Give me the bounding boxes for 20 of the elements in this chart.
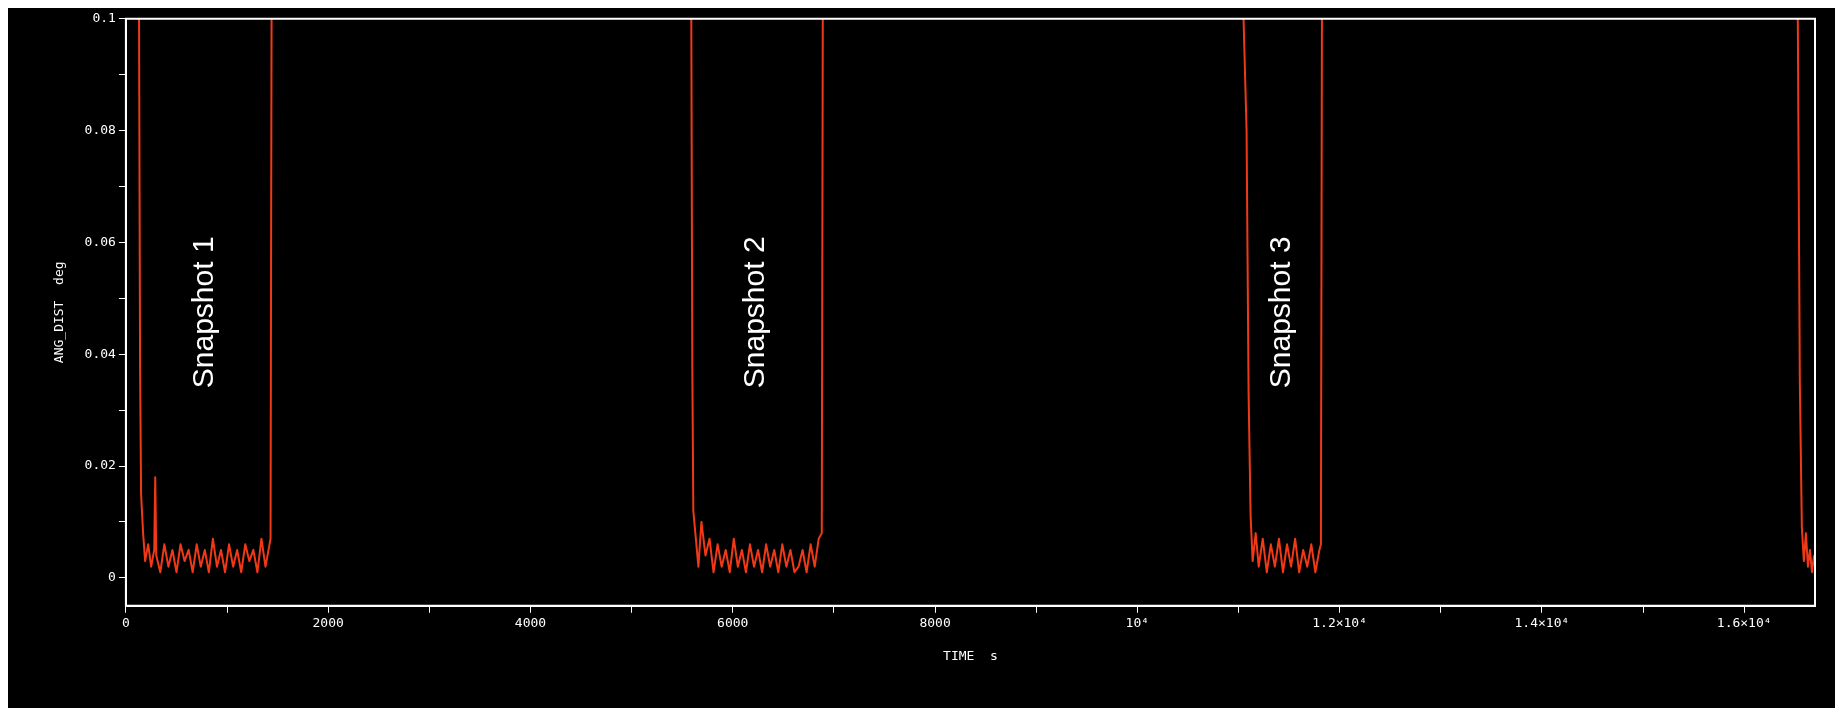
x-tick-label: 1.4×10⁴	[1514, 614, 1570, 630]
annotation: Snapshot 3	[1262, 236, 1296, 389]
annotation: Snapshot 2	[737, 236, 771, 389]
y-tick-label: 0	[108, 569, 116, 585]
y-tick-label: 0.02	[84, 457, 116, 473]
x-axis-title: TIME s	[943, 647, 998, 663]
y-tick-label: 0.06	[84, 233, 116, 249]
x-tick-label: 2000	[312, 614, 344, 630]
y-tick-label: 0.08	[84, 121, 116, 137]
x-tick-label: 4000	[514, 614, 547, 630]
x-tick-label: 1.6×10⁴	[1716, 614, 1772, 630]
annotation: Snapshot 1	[185, 236, 219, 389]
y-axis-title: ANG_DIST deg	[51, 261, 67, 364]
x-tick-label: 8000	[919, 614, 951, 630]
x-tick-label: 1.2×10⁴	[1312, 614, 1368, 630]
y-tick-label: 0.04	[84, 345, 117, 361]
y-tick-label: 0.1	[92, 10, 116, 26]
x-tick-label: 10⁴	[1125, 614, 1150, 630]
x-tick-label: 6000	[717, 614, 749, 630]
x-tick-label: 0	[121, 614, 130, 630]
